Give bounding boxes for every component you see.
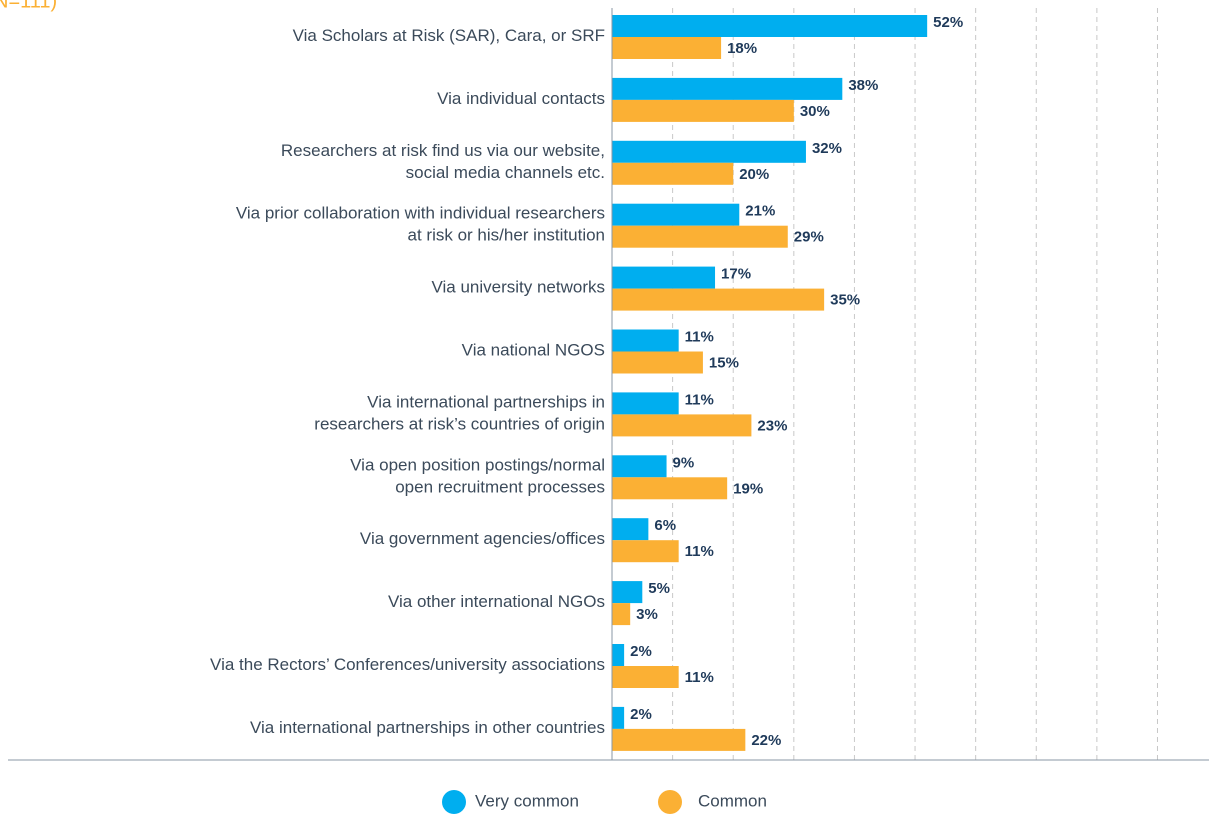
bar [612,37,722,59]
category-line: at risk or his/her institution [408,226,605,245]
bar [612,477,728,500]
category-line: social media channels etc. [406,163,605,182]
bar [612,666,679,688]
category-label: Via open position postings/normal open re… [350,456,605,497]
bar [612,99,794,122]
category-label: Via Scholars at Risk (SAR), Cara, or SRF [293,26,605,45]
bar [612,162,734,185]
category-line: open recruitment processes [395,478,605,497]
value-label: 29% [794,229,824,246]
legend-label: Very common [475,791,579,810]
bar [612,266,716,289]
category-label: Via international partnerships in other … [250,718,605,737]
bar [612,203,740,226]
value-label: 3% [636,606,658,623]
bar [612,518,649,541]
value-label: 18% [727,40,757,57]
bar [612,288,825,311]
category-label: Via international partnerships in researc… [314,393,605,434]
category-label: Via prior collaboration with individual … [236,204,605,245]
legend-swatch [658,790,682,814]
category-label: Via government agencies/offices [360,530,605,549]
category-label: Researchers at risk find us via our webs… [281,141,605,182]
category-line: Via other international NGOs [388,593,605,612]
category-line: Via open position postings/normal [350,456,605,475]
value-label: 11% [685,669,714,686]
bar [612,225,788,248]
category-line: Via government agencies/offices [360,530,605,549]
bar [612,77,843,100]
category-line: Via university networks [431,278,605,297]
chart-subtitle: N=111) [0,0,57,12]
value-label: 11% [685,543,714,560]
category-line: Via Scholars at Risk (SAR), Cara, or SRF [293,26,605,45]
category-line: Via international partnerships in other … [250,718,605,737]
bar [612,581,643,604]
category-line: Via national NGOS [462,341,605,360]
bar [612,351,703,374]
category-line: researchers at risk’s countries of origi… [314,415,605,434]
bar [612,329,679,352]
category-line: Researchers at risk find us via our webs… [281,141,605,160]
value-label: 20% [739,166,769,183]
value-label: 9% [673,454,695,471]
bar [612,15,928,37]
bar [612,603,631,626]
value-label: 11% [685,328,714,345]
value-label: 23% [757,417,787,434]
value-label: 5% [648,580,670,597]
value-label: 2% [630,643,652,660]
value-label: 38% [848,77,878,94]
bar [612,540,679,563]
category-label: Via the Rectors’ Conferences/university … [210,655,605,674]
value-label: 52% [933,14,963,31]
category-line: Via individual contacts [437,89,605,108]
value-label: 22% [751,732,781,749]
value-label: 17% [721,266,751,283]
category-line: Via international partnerships in [367,393,605,412]
value-label: 19% [733,480,763,497]
category-label: Via university networks [431,278,605,297]
bar [612,644,625,666]
value-label: 6% [654,517,676,534]
bar [612,392,679,415]
value-label: 2% [630,706,652,723]
value-label: 30% [800,103,830,120]
category-label: Via individual contacts [437,89,605,108]
bar [612,455,667,478]
bar [612,140,806,163]
bar [612,728,746,751]
category-label: Via national NGOS [462,341,605,360]
legend-label: Common [698,791,767,810]
legend-swatch [442,790,466,814]
value-label: 15% [709,354,739,371]
bar [612,706,625,729]
value-label: 21% [745,203,775,220]
value-label: 32% [812,140,842,157]
category-label: Via other international NGOs [388,593,605,612]
category-line: Via the Rectors’ Conferences/university … [210,655,605,674]
category-line: Via prior collaboration with individual … [236,204,605,223]
value-label: 11% [685,391,714,408]
bar [612,414,752,437]
value-label: 35% [830,292,860,309]
